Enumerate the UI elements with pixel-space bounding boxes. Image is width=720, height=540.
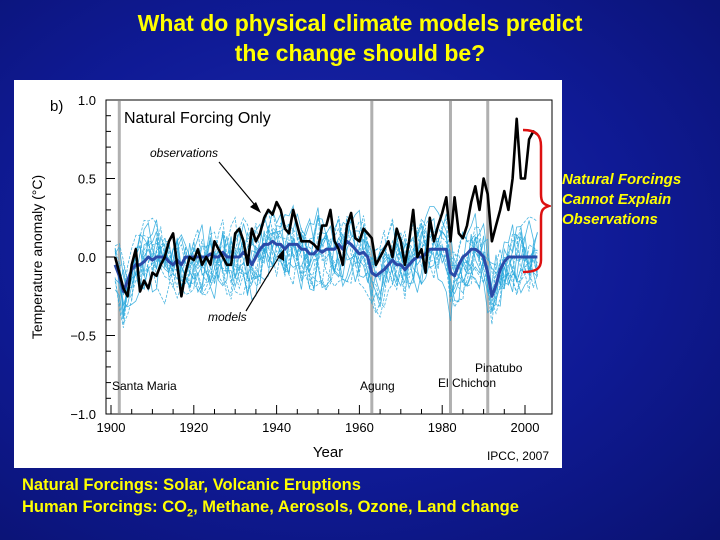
observations-line bbox=[113, 117, 539, 298]
observations-arrow bbox=[218, 161, 260, 211]
natural-forcings-note: Natural Forcings Cannot Explain Observat… bbox=[562, 170, 681, 230]
forcings-footer: Natural Forcings: Solar, Volcanic Erupti… bbox=[22, 474, 519, 524]
human-forcings-prefix: Human Forcings: CO bbox=[22, 498, 188, 516]
human-forcings-line: Human Forcings: CO2, Methane, Aerosols, … bbox=[22, 496, 519, 524]
x-tick-label: 1900 bbox=[97, 420, 126, 435]
model-run-line bbox=[114, 213, 538, 317]
volcano-label-pinatubo: Pinatubo bbox=[475, 361, 523, 375]
model-run-line bbox=[114, 215, 538, 301]
source-label: IPCC, 2007 bbox=[487, 449, 549, 463]
chart-panel bbox=[14, 80, 562, 468]
chart-title: Natural Forcing Only bbox=[124, 110, 271, 127]
volcano-label-agung: Agung bbox=[360, 379, 395, 393]
volcano-label-santa-maria: Santa Maria bbox=[112, 379, 177, 393]
y-tick-label: −1.0 bbox=[70, 407, 96, 422]
series-lines bbox=[113, 117, 539, 298]
model-run-line bbox=[114, 209, 538, 315]
y-tick-label: 1.0 bbox=[78, 93, 96, 108]
model-mean-line bbox=[113, 239, 538, 298]
volcano-label-el-chichon: El Chichon bbox=[438, 376, 496, 390]
observations-annotation: observations bbox=[150, 146, 218, 160]
observations-arrowhead bbox=[250, 202, 261, 213]
y-tick-label: 0.5 bbox=[78, 172, 96, 187]
y-axis-label: Temperature anomaly (°C) bbox=[29, 175, 45, 339]
x-tick-label: 1920 bbox=[179, 420, 208, 435]
panel-label: b) bbox=[50, 98, 63, 115]
models-annotation: models bbox=[208, 310, 247, 324]
note-line-3: Observations bbox=[562, 211, 658, 228]
model-run-line bbox=[114, 218, 538, 309]
red-bracket bbox=[522, 128, 551, 274]
y-tick-label: −0.5 bbox=[70, 329, 96, 344]
y-tick-label: 0.0 bbox=[78, 250, 96, 265]
note-line-1: Natural Forcings bbox=[562, 171, 682, 188]
x-tick-label: 2000 bbox=[511, 420, 540, 435]
natural-forcings-line: Natural Forcings: Solar, Volcanic Erupti… bbox=[22, 476, 361, 494]
human-forcings-suffix: , Methane, Aerosols, Ozone, Land change bbox=[193, 498, 519, 516]
models-arrow bbox=[245, 251, 283, 312]
title-line-2: the change should be? bbox=[234, 40, 486, 66]
co2-subscript: 2 bbox=[187, 507, 194, 520]
x-tick-label: 1940 bbox=[262, 420, 291, 435]
x-tick-label: 1980 bbox=[428, 420, 457, 435]
x-axis-label: Year bbox=[313, 444, 343, 461]
slide-title: What do physical climate models predict … bbox=[0, 8, 720, 68]
x-tick-label: 1960 bbox=[345, 420, 374, 435]
note-line-2: Cannot Explain bbox=[562, 191, 672, 208]
models-arrowhead bbox=[277, 249, 284, 261]
title-line-1: What do physical climate models predict bbox=[137, 10, 583, 36]
